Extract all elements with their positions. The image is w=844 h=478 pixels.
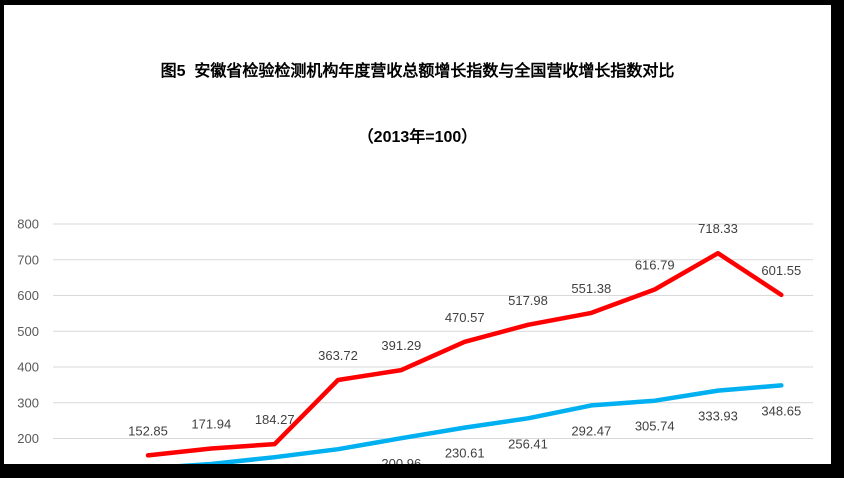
chart-title-line1: 图5 安徽省检验检测机构年度营收总额增长指数与全国营收增长指数对比 xyxy=(160,63,675,80)
y-tick-label: 400 xyxy=(17,360,39,375)
data-label: 256.41 xyxy=(508,436,548,451)
series-line-1 xyxy=(178,383,784,464)
data-label: 391.29 xyxy=(381,338,421,353)
chart-title-line2: （2013年=100） xyxy=(357,129,478,146)
data-label: 171.94 xyxy=(191,417,231,432)
data-label: 333.93 xyxy=(698,409,738,424)
line-chart: 0100200300400500600700800201320142015201… xyxy=(17,217,813,478)
y-tick-label: 600 xyxy=(17,288,39,303)
y-tick-label: 100 xyxy=(17,467,39,478)
data-label: 718.33 xyxy=(698,221,738,236)
data-label: 551.38 xyxy=(571,281,611,296)
data-label: 152.85 xyxy=(128,423,168,438)
y-tick-label: 700 xyxy=(17,252,39,267)
series-line-0 xyxy=(145,250,784,458)
data-label: 616.79 xyxy=(635,258,675,273)
data-label: 305.74 xyxy=(635,419,675,434)
data-label: 517.98 xyxy=(508,293,548,308)
data-label: 292.47 xyxy=(571,423,611,438)
data-label: 230.61 xyxy=(445,446,485,461)
data-label: 601.55 xyxy=(761,263,801,278)
y-tick-label: 200 xyxy=(17,431,39,446)
y-tick-label: 800 xyxy=(17,217,39,232)
data-label: 184.27 xyxy=(255,412,295,427)
data-label: 363.72 xyxy=(318,348,358,363)
y-tick-label: 300 xyxy=(17,395,39,410)
data-label: 200.96 xyxy=(381,456,421,471)
data-label: 170.00 xyxy=(318,467,358,478)
data-label: 470.57 xyxy=(445,310,485,325)
y-tick-label: 500 xyxy=(17,324,39,339)
chart-title: 图5 安徽省检验检测机构年度营收总额增长指数与全国营收增长指数对比 （2013年… xyxy=(4,17,831,193)
data-label: 348.65 xyxy=(761,403,801,418)
